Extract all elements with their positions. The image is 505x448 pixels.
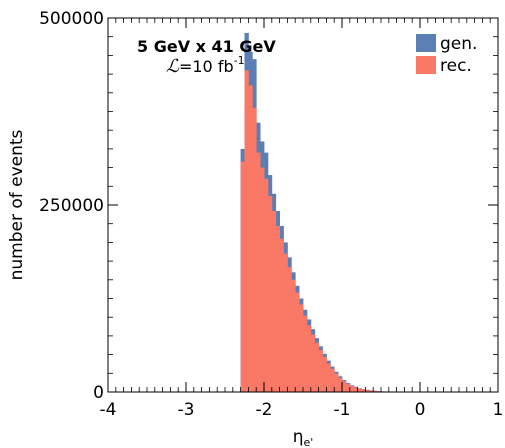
x-tick-label: -2: [256, 400, 273, 420]
bar-rec: [353, 387, 358, 392]
bar-rec: [267, 196, 273, 392]
luminosity-value: =10 fb: [179, 57, 234, 76]
bar-rec: [283, 253, 288, 392]
bar-rec: [248, 85, 253, 392]
bar-rec: [271, 210, 277, 392]
bar-rec: [369, 390, 374, 392]
bar-rec: [373, 390, 378, 392]
x-tick-label: -3: [178, 400, 195, 420]
bar-rec: [256, 152, 261, 392]
y-tick-label: 0: [93, 383, 104, 403]
bar-rec: [318, 350, 323, 392]
bar-rec: [365, 390, 370, 392]
bar-rec: [330, 368, 335, 392]
bar-rec: [295, 292, 300, 392]
bar-rec: [260, 167, 265, 392]
legend-label-gen: gen.: [440, 34, 477, 54]
bar-rec: [287, 267, 292, 392]
bar-rec: [322, 356, 327, 392]
x-tick-label: -1: [334, 400, 351, 420]
y-axis-label: number of events: [7, 129, 27, 280]
bar-rec: [240, 161, 245, 392]
legend-swatch-rec: [416, 56, 436, 74]
bar-rec: [244, 70, 249, 393]
bar-rec: [338, 377, 343, 392]
legend-label-rec: rec.: [440, 56, 472, 76]
bar-rec: [279, 238, 284, 392]
bar-rec: [326, 363, 331, 392]
bar-rec: [291, 279, 296, 392]
bar-rec: [306, 325, 312, 392]
y-tick-label: 500000: [39, 9, 104, 29]
x-axis-label-base: η: [293, 427, 304, 447]
bar-rec: [345, 383, 351, 392]
bar-rec: [303, 315, 308, 392]
bar-rec: [357, 388, 362, 392]
bar-rec: [275, 225, 280, 392]
x-tick-label: -4: [100, 400, 117, 420]
x-axis-label-subscript: e': [303, 436, 313, 448]
x-tick-label: 0: [415, 400, 426, 420]
y-tick-label: 250000: [39, 196, 104, 216]
x-tick-label: 1: [493, 400, 504, 420]
legend-swatch-gen: [416, 34, 436, 52]
luminosity-annotation: ℒ=10 fb-1: [166, 54, 245, 77]
beam-energy-annotation: 5 GeV x 41 GeV: [137, 37, 276, 56]
bar-rec: [361, 389, 366, 392]
bar-rec: [252, 107, 257, 392]
histogram-bars: [240, 32, 397, 393]
luminosity-symbol: ℒ: [166, 56, 180, 77]
bar-rec: [299, 304, 304, 392]
luminosity-exponent: -1: [234, 54, 245, 67]
legend: gen. rec.: [416, 34, 477, 76]
bar-rec: [264, 178, 269, 392]
bar-rec: [349, 385, 355, 392]
axis-ticks: -4 -3 -2 -1 0 1 0 250000 500000: [39, 9, 503, 420]
bar-rec: [342, 381, 347, 392]
bar-rec: [334, 373, 339, 392]
bar-rec: [314, 342, 319, 392]
x-axis-label: ηe': [293, 427, 314, 448]
bar-rec: [310, 334, 316, 392]
